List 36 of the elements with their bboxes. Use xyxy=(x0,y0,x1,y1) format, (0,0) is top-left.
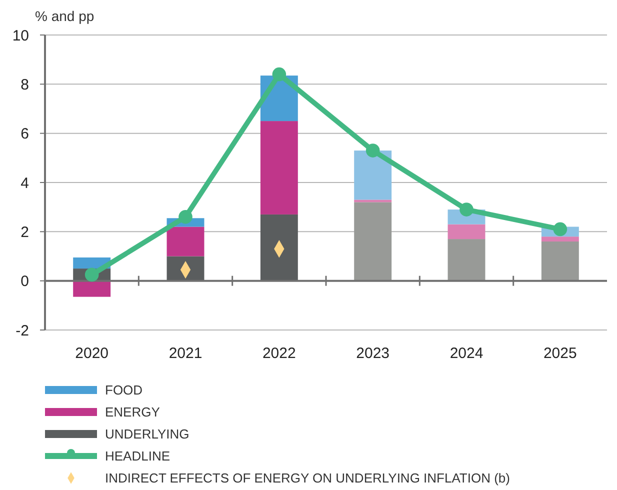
point xyxy=(84,268,99,282)
legend-label: ENERGY xyxy=(105,404,160,420)
x-tick-label: 2020 xyxy=(75,345,109,362)
y-tick-label: 2 xyxy=(20,224,29,241)
point xyxy=(178,210,192,224)
bar xyxy=(448,239,486,281)
bar xyxy=(354,202,392,281)
bar xyxy=(260,214,298,281)
bar xyxy=(541,242,579,281)
bar xyxy=(166,226,204,256)
point xyxy=(366,144,380,158)
y-tick-label: 0 xyxy=(20,273,29,290)
legend-label: FOOD xyxy=(105,382,143,398)
x-tick-label: 2024 xyxy=(450,345,484,362)
y-tick-label: 10 xyxy=(12,27,29,44)
bar xyxy=(354,150,392,200)
y-tick-label: 6 xyxy=(20,126,29,143)
bar xyxy=(260,121,298,214)
y-axis-title: % and pp xyxy=(35,8,94,24)
x-tick-label: 2021 xyxy=(168,345,202,362)
legend-label: HEADLINE xyxy=(105,448,170,464)
point xyxy=(553,222,568,236)
legend-label: UNDERLYING xyxy=(105,426,190,442)
bar xyxy=(354,200,392,202)
point xyxy=(460,202,474,216)
x-tick-label: 2025 xyxy=(543,345,577,362)
y-tick-label: 8 xyxy=(20,76,29,94)
bar xyxy=(541,236,579,242)
y-tick-label: 4 xyxy=(20,174,29,192)
bar xyxy=(448,224,486,240)
y-tick-label: -2 xyxy=(16,322,29,340)
x-tick-label: 2023 xyxy=(356,345,390,362)
legend-label: INDIRECT EFFECTS OF ENERGY ON UNDERLYING INFLATION (b) xyxy=(105,470,510,486)
x-tick-label: 2022 xyxy=(262,345,296,362)
bar xyxy=(73,280,111,297)
point xyxy=(272,67,286,82)
